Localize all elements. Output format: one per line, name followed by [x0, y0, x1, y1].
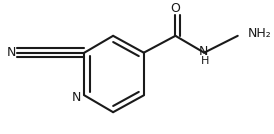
Text: NH₂: NH₂	[247, 27, 271, 40]
Text: N: N	[72, 91, 81, 104]
Text: H: H	[201, 56, 209, 66]
Text: O: O	[170, 2, 180, 15]
Text: N: N	[7, 46, 16, 59]
Text: N: N	[199, 45, 208, 58]
